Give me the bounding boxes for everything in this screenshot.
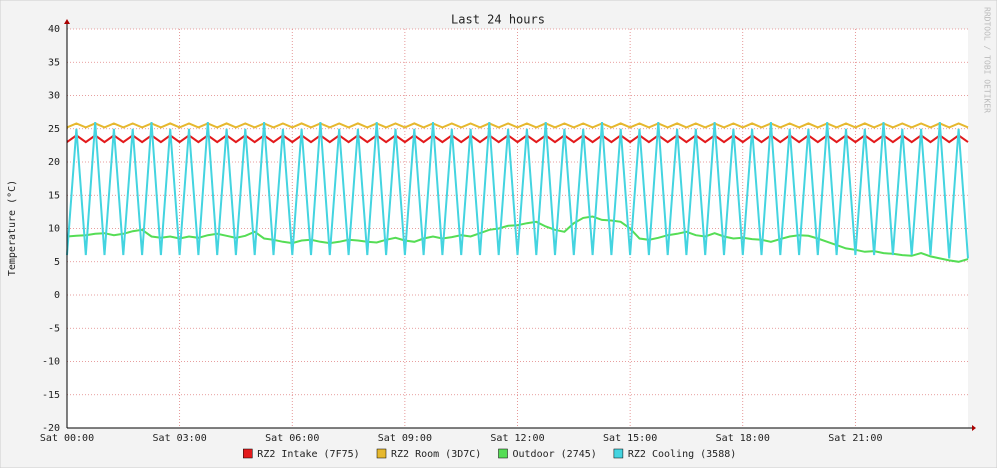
legend-swatch bbox=[376, 448, 387, 459]
y-tick-label: 30 bbox=[48, 91, 60, 102]
x-tick-label: Sat 06:00 bbox=[265, 433, 319, 444]
legend-swatch bbox=[613, 448, 624, 459]
x-tick-label: Sat 03:00 bbox=[153, 433, 207, 444]
y-tick-label: -10 bbox=[42, 357, 60, 368]
y-tick-label: 0 bbox=[54, 290, 60, 301]
legend-swatch bbox=[243, 448, 253, 459]
y-tick-label: -20 bbox=[42, 423, 60, 434]
y-arrow bbox=[64, 19, 70, 24]
y-tick-label: 40 bbox=[48, 24, 60, 35]
series-line bbox=[66, 215, 969, 263]
y-tick-label: -15 bbox=[42, 390, 60, 401]
y-tick-label: 20 bbox=[48, 157, 60, 168]
x-tick-label: Sat 12:00 bbox=[490, 433, 544, 444]
series-line bbox=[66, 134, 969, 144]
y-tick-label: 15 bbox=[48, 190, 60, 201]
legend-swatch bbox=[498, 448, 508, 459]
x-tick-label: Sat 18:00 bbox=[716, 433, 770, 444]
x-tick-label: Sat 09:00 bbox=[378, 433, 432, 444]
x-tick-label: Sat 21:00 bbox=[828, 433, 882, 444]
chart-title: Last 24 hours bbox=[451, 13, 545, 27]
x-arrow bbox=[972, 425, 976, 431]
legend-label: RZ2 Cooling (3588) bbox=[628, 449, 736, 460]
y-axis-label: Temperature (°C) bbox=[7, 180, 18, 276]
y-tick-label: 35 bbox=[48, 57, 60, 68]
legend-label: Outdoor (2745) bbox=[513, 449, 597, 460]
x-tick-label: Sat 15:00 bbox=[603, 433, 657, 444]
y-tick-label: 5 bbox=[54, 257, 60, 268]
legend-label: RZ2 Intake (7F75) bbox=[257, 449, 359, 460]
legend-label: RZ2 Room (3D7C) bbox=[391, 449, 481, 460]
series-lines bbox=[66, 122, 969, 263]
y-tick-label: -5 bbox=[48, 323, 60, 334]
series-line bbox=[66, 122, 969, 259]
grid bbox=[66, 28, 968, 429]
series-line bbox=[66, 122, 969, 129]
watermark: RRDTOOL / TOBI OETIKER bbox=[983, 7, 992, 113]
legend: RZ2 Intake (7F75) RZ2 Room (3D7C) Outdoor … bbox=[243, 448, 736, 460]
y-tick-label: 25 bbox=[48, 124, 60, 135]
y-tick-label: 10 bbox=[48, 224, 60, 235]
x-tick-label: Sat 00:00 bbox=[40, 433, 94, 444]
